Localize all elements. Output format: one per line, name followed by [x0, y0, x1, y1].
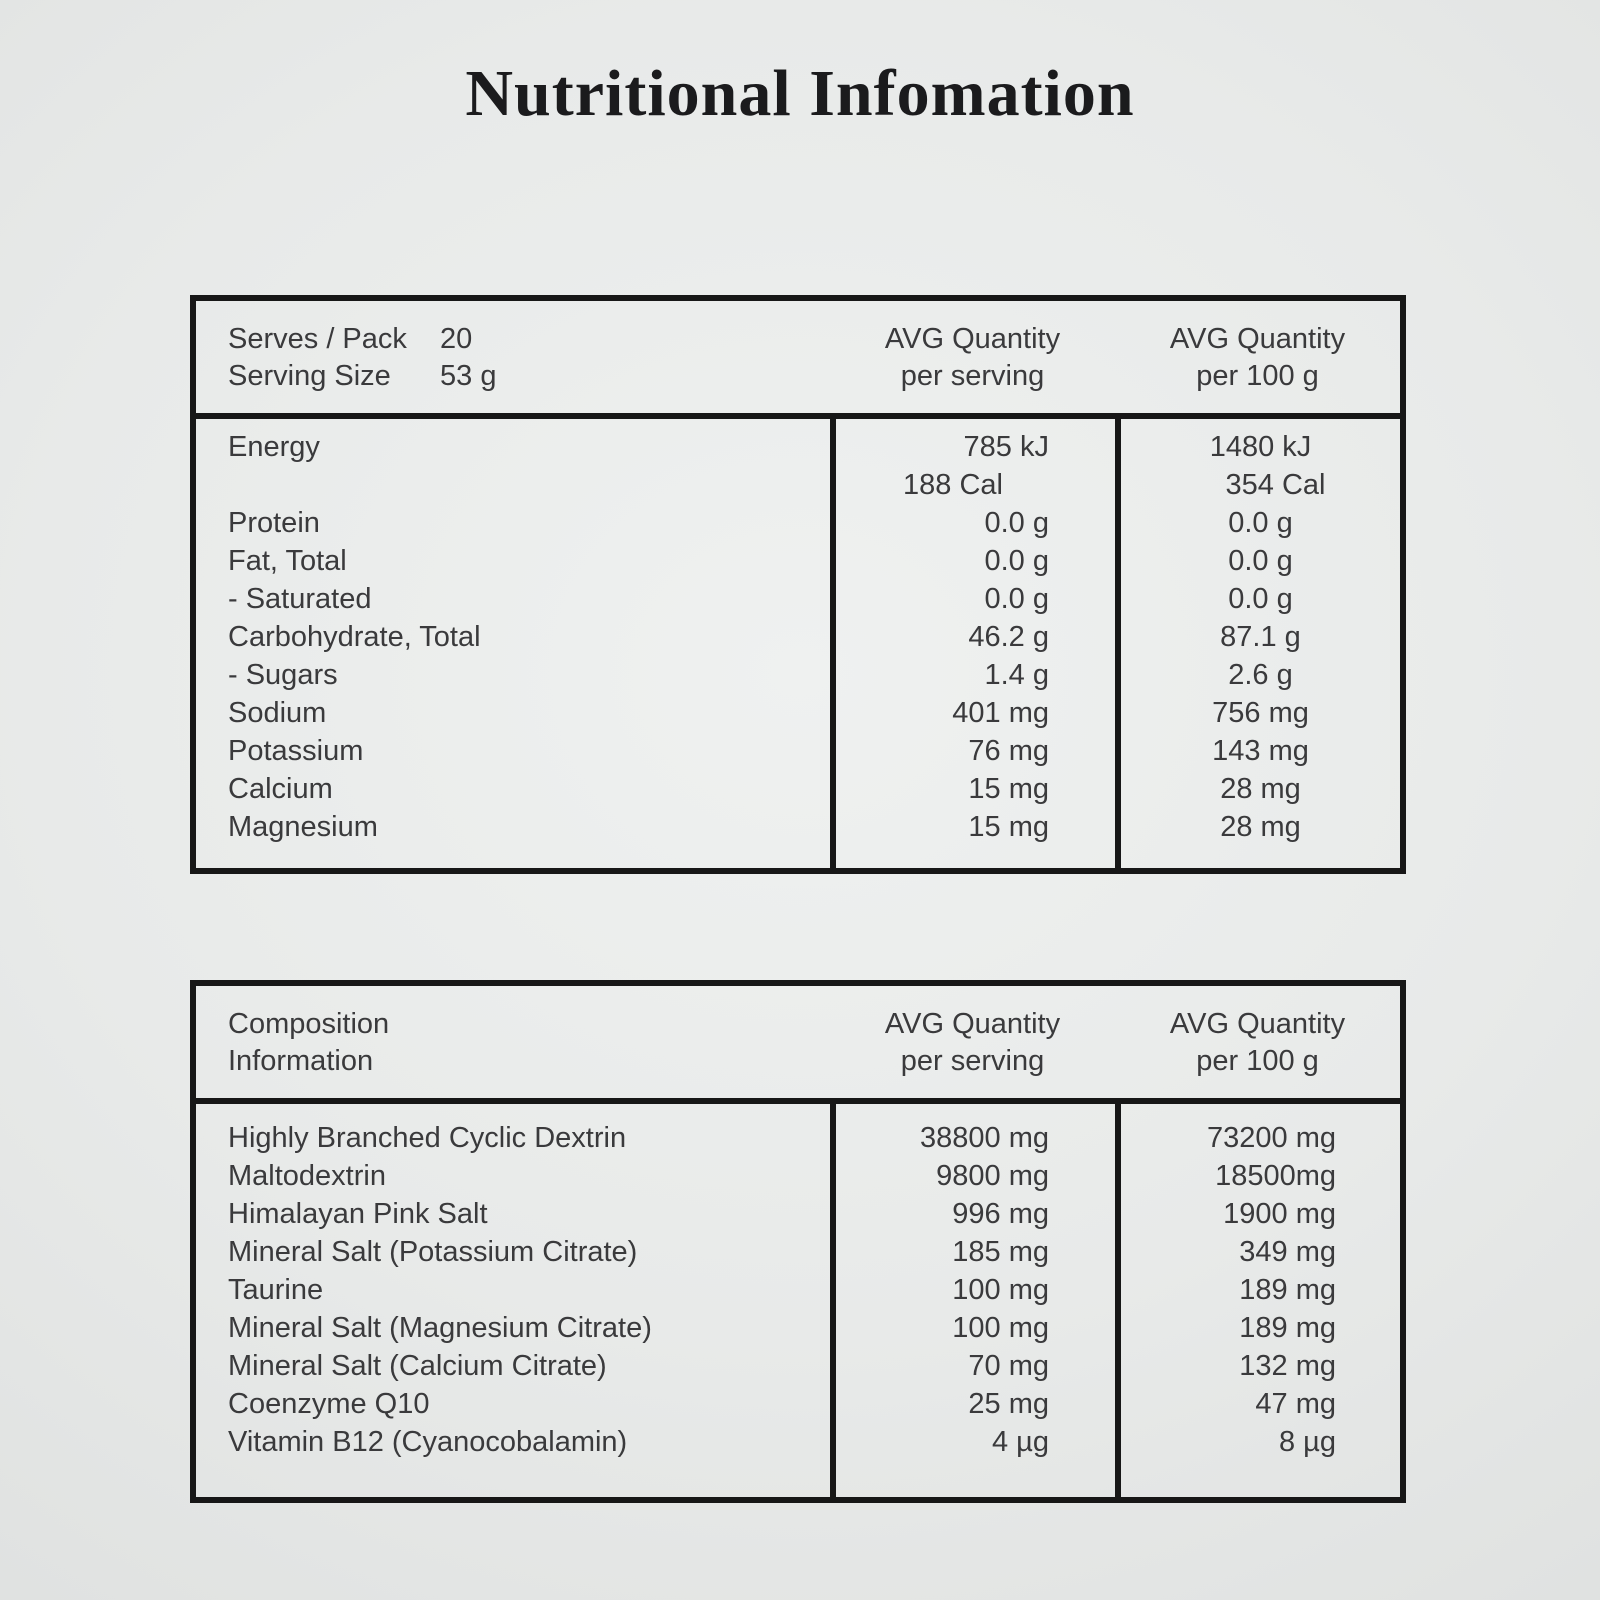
per-serving-value-column: 785 kJ 188 Cal 0.0 g 0.0 g 0.0 g 46.2 g 1.4 g 4…	[830, 419, 1115, 868]
ingredient-name-column: Highly Branched Cyclic Dextrin Maltodextr…	[196, 1104, 830, 1497]
value-per-100g: 1480 kJ	[1209, 431, 1312, 463]
value-per-serving: 25 mg	[968, 1388, 1049, 1420]
value-per-serving: 785 kJ	[963, 431, 1049, 463]
nutrition-table-header: Serves / Pack 20 Serving Size 53 g AVG Q…	[196, 301, 1400, 419]
value-per-100g: 18500mg	[1215, 1160, 1336, 1192]
value-per-100g: 0.0 g	[1228, 545, 1293, 577]
value-per-serving: 9800 mg	[936, 1160, 1049, 1192]
value-per-serving: 1.4 g	[984, 659, 1050, 691]
serving-size-label: Serving Size	[228, 360, 391, 392]
row-label: Coenzyme Q10	[228, 1388, 430, 1420]
value-per-100g: 189 mg	[1239, 1274, 1336, 1306]
per-serving-column-heading: AVG Quantity per serving	[884, 323, 1061, 392]
value-per-100g: 28 mg	[1220, 811, 1301, 843]
value-per-100g: 189 mg	[1239, 1312, 1336, 1344]
value-per-100g: 354 Cal	[1225, 469, 1326, 501]
per-100g-column-heading: AVG Quantity per 100 g	[1169, 1008, 1346, 1077]
per-100g-value-column: 1480 kJ 354 Cal 0.0 g 0.0 g 0.0 g 87.1 g 2.6 g…	[1115, 419, 1400, 868]
row-label: Energy	[228, 431, 320, 463]
per-100g-column-heading: AVG Quantity per 100 g	[1169, 323, 1346, 392]
serving-size-row: Serving Size 53 g	[228, 358, 830, 395]
composition-heading: Composition Information	[228, 1008, 390, 1077]
value-per-serving: 38800 mg	[920, 1122, 1049, 1154]
value-per-100g: 1900 mg	[1223, 1198, 1336, 1230]
row-label: Mineral Salt (Magnesium Citrate)	[228, 1312, 652, 1344]
value-per-100g: 143 mg	[1212, 735, 1309, 767]
row-label: Potassium	[228, 735, 364, 767]
value-per-100g: 87.1 g	[1220, 621, 1301, 653]
page-title: Nutritional Infomation	[465, 57, 1135, 130]
value-per-serving: 15 mg	[968, 811, 1049, 843]
value-per-serving: 0.0 g	[984, 507, 1050, 539]
row-label: Sodium	[228, 697, 327, 729]
value-per-100g: 0.0 g	[1228, 507, 1293, 539]
nutrition-table-body: Energy Protein Fat, Total - Saturated Carbo…	[196, 419, 1400, 868]
row-label: Mineral Salt (Calcium Citrate)	[228, 1350, 607, 1382]
row-label: Vitamin B12 (Cyanocobalamin)	[228, 1426, 628, 1458]
value-per-serving: 76 mg	[968, 735, 1049, 767]
serves-per-pack-row: Serves / Pack 20	[228, 321, 830, 358]
row-label: Protein	[228, 507, 320, 539]
value-per-serving: 15 mg	[968, 773, 1049, 805]
per-100g-value-column: 73200 mg 18500mg 1900 mg 349 mg 189 mg 189 mg…	[1115, 1104, 1400, 1497]
value-per-serving: 996 mg	[952, 1198, 1049, 1230]
value-per-100g: 756 mg	[1212, 697, 1309, 729]
composition-table-body: Highly Branched Cyclic Dextrin Maltodextr…	[196, 1104, 1400, 1497]
row-label: Fat, Total	[228, 545, 347, 577]
value-per-100g: 2.6 g	[1228, 659, 1293, 691]
per-serving-column-heading: AVG Quantity per serving	[884, 1008, 1061, 1077]
value-per-serving: 188 Cal	[903, 469, 1003, 501]
value-per-100g: 132 mg	[1239, 1350, 1336, 1382]
nutrient-name-column: Energy Protein Fat, Total - Saturated Carbo…	[196, 419, 830, 868]
value-per-100g: 0.0 g	[1228, 583, 1293, 615]
row-label: Magnesium	[228, 811, 378, 843]
row-label	[228, 466, 830, 504]
value-per-serving: 100 mg	[952, 1312, 1049, 1344]
value-per-serving: 4 µg	[991, 1426, 1049, 1458]
value-per-100g: 8 µg	[1278, 1426, 1336, 1458]
value-per-serving: 46.2 g	[968, 621, 1049, 653]
serves-per-pack-value: 20	[440, 323, 473, 355]
row-label: Himalayan Pink Salt	[228, 1198, 488, 1230]
composition-table: Composition Information AVG Quantity per…	[190, 980, 1406, 1503]
serving-size-value: 53 g	[440, 360, 497, 392]
row-label: - Saturated	[228, 583, 372, 615]
row-label: Highly Branched Cyclic Dextrin	[228, 1122, 627, 1154]
composition-table-header: Composition Information AVG Quantity per…	[196, 986, 1400, 1104]
value-per-serving: 0.0 g	[984, 583, 1050, 615]
row-label: Mineral Salt (Potassium Citrate)	[228, 1236, 638, 1268]
value-per-serving: 70 mg	[968, 1350, 1049, 1382]
value-per-serving: 401 mg	[952, 697, 1049, 729]
value-per-100g: 47 mg	[1255, 1388, 1336, 1420]
value-per-serving: 0.0 g	[984, 545, 1050, 577]
value-per-100g: 73200 mg	[1207, 1122, 1336, 1154]
per-serving-value-column: 38800 mg 9800 mg 996 mg 185 mg 100 mg 100 mg 7…	[830, 1104, 1115, 1497]
value-per-100g: 349 mg	[1239, 1236, 1336, 1268]
row-label: Maltodextrin	[228, 1160, 386, 1192]
row-label: Taurine	[228, 1274, 324, 1306]
nutrition-facts-table: Serves / Pack 20 Serving Size 53 g AVG Q…	[190, 295, 1406, 874]
value-per-100g: 28 mg	[1220, 773, 1301, 805]
row-label: Calcium	[228, 773, 333, 805]
value-per-serving: 185 mg	[952, 1236, 1049, 1268]
serves-per-pack-label: Serves / Pack	[228, 323, 407, 355]
value-per-serving: 100 mg	[952, 1274, 1049, 1306]
row-label: Carbohydrate, Total	[228, 621, 481, 653]
row-label: - Sugars	[228, 659, 338, 691]
